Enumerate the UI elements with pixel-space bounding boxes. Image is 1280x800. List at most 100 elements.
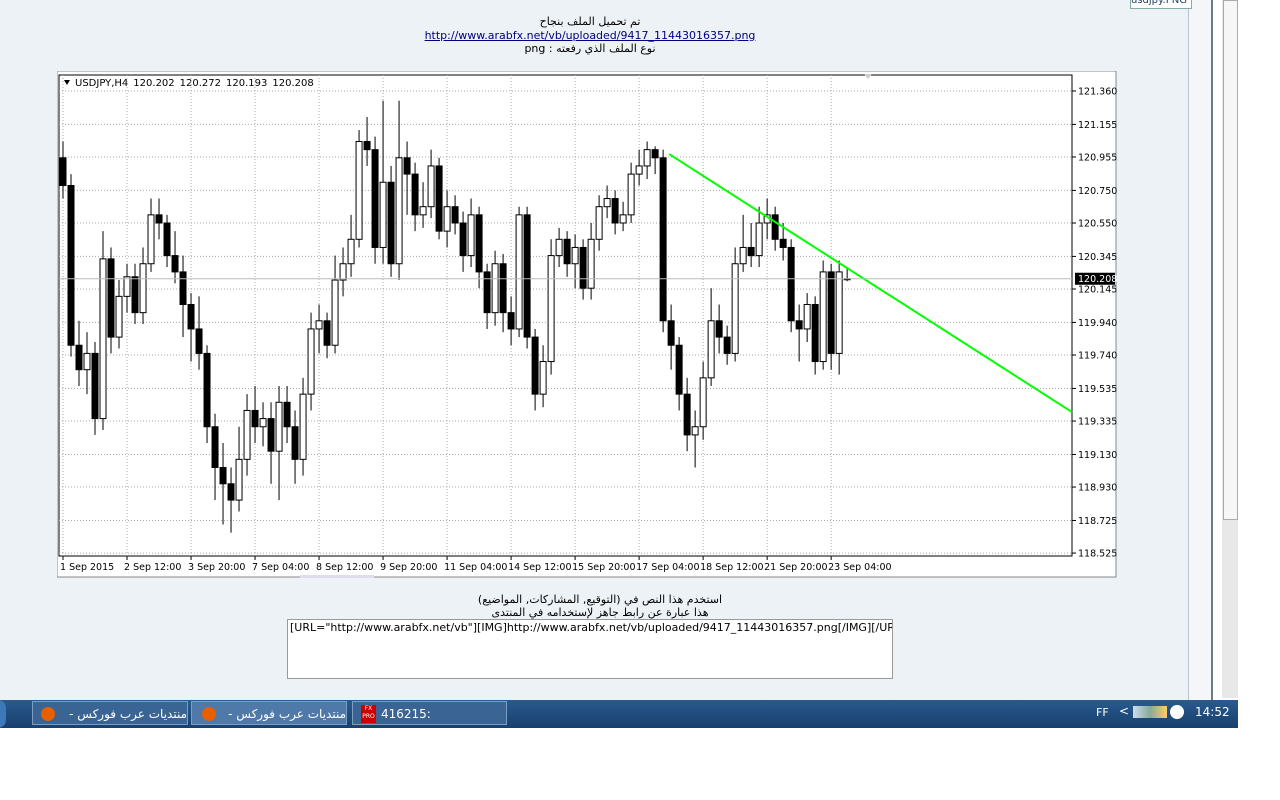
y-tick-label: 119.535 bbox=[1078, 384, 1117, 395]
candle-body bbox=[347, 238, 355, 265]
candle bbox=[507, 296, 515, 346]
candle-body bbox=[739, 246, 747, 265]
candle-body bbox=[587, 238, 595, 289]
tray-icons[interactable] bbox=[1133, 706, 1167, 718]
candle-body bbox=[315, 320, 323, 330]
x-tick-label: 8 Sep 12:00 bbox=[316, 562, 373, 573]
candle bbox=[595, 195, 603, 251]
candle bbox=[675, 337, 683, 411]
tray-expand[interactable]: < bbox=[1119, 704, 1130, 718]
candle bbox=[635, 149, 643, 186]
header-high: 120.272 bbox=[180, 78, 221, 89]
candle bbox=[619, 201, 627, 232]
y-tick-label: 121.155 bbox=[1078, 120, 1117, 131]
candle-body bbox=[795, 320, 803, 330]
candle-body bbox=[515, 214, 523, 330]
button-label: 416215: FxPro.com-... bbox=[381, 707, 460, 745]
side-panel bbox=[1188, 0, 1211, 700]
candle-body bbox=[571, 246, 579, 265]
candle bbox=[323, 312, 331, 359]
taskbar-button[interactable]: FX PRO 416215: FxPro.com-... bbox=[352, 701, 507, 745]
candle bbox=[755, 206, 763, 268]
header-open: 120.202 bbox=[133, 78, 174, 89]
y-tick-label: 119.740 bbox=[1078, 351, 1117, 362]
candle-body bbox=[835, 271, 843, 354]
candle bbox=[435, 157, 443, 240]
candle-body bbox=[235, 458, 243, 501]
candle bbox=[243, 394, 251, 476]
candle bbox=[459, 211, 467, 272]
plot-area bbox=[58, 74, 1073, 557]
candle bbox=[107, 247, 115, 354]
candle bbox=[315, 304, 323, 354]
price-tag-label: 120.208 bbox=[1078, 274, 1117, 285]
candle bbox=[307, 312, 315, 411]
candle bbox=[627, 162, 635, 223]
candle bbox=[515, 206, 523, 338]
candle-body bbox=[723, 336, 731, 354]
candle bbox=[203, 345, 211, 444]
taskbar-button[interactable]: منتديات عرب فوركس - ثبت... bbox=[32, 701, 188, 745]
candle-body bbox=[171, 255, 179, 273]
candle-body bbox=[267, 418, 275, 452]
candle-body bbox=[811, 303, 819, 363]
candle bbox=[235, 426, 243, 512]
candle bbox=[299, 377, 307, 476]
candle-body bbox=[211, 426, 219, 468]
candle-body bbox=[699, 377, 707, 428]
candle-body bbox=[507, 312, 515, 330]
candle bbox=[419, 182, 427, 228]
candle-body bbox=[715, 320, 723, 338]
start-button[interactable] bbox=[0, 700, 6, 728]
candle-body bbox=[555, 238, 563, 257]
candle bbox=[707, 288, 715, 386]
h-scroll bbox=[300, 575, 374, 578]
candle bbox=[563, 231, 571, 277]
candle-body bbox=[91, 352, 99, 420]
candle bbox=[227, 467, 235, 533]
x-tick-label: 17 Sep 04:00 bbox=[636, 562, 699, 573]
candle bbox=[59, 141, 67, 199]
y-tick-label: 119.335 bbox=[1078, 417, 1117, 428]
candle-body bbox=[355, 141, 363, 240]
language[interactable]: FF bbox=[1096, 706, 1109, 719]
candle-body bbox=[827, 271, 835, 354]
candle bbox=[219, 443, 227, 525]
candle-body bbox=[227, 483, 235, 501]
candle bbox=[187, 293, 195, 362]
shift-marker bbox=[864, 74, 872, 79]
bbcode-box[interactable]: [URL="http://www.arabfx.net/vb"][IMG]htt… bbox=[287, 619, 893, 679]
candle-body bbox=[531, 336, 539, 395]
frame-edge bbox=[1211, 0, 1213, 700]
candle bbox=[83, 332, 91, 395]
candle bbox=[163, 214, 171, 268]
candle-body bbox=[435, 165, 443, 232]
candle-body bbox=[187, 303, 195, 330]
y-tick-label: 119.130 bbox=[1078, 450, 1117, 461]
candle bbox=[67, 174, 75, 357]
candle-body bbox=[251, 409, 259, 428]
candle bbox=[579, 239, 587, 300]
taskbar-button[interactable]: منتديات عرب فوركس - مر... bbox=[191, 701, 347, 745]
file-link[interactable]: http://www.arabfx.net/vb/uploaded/9417_1… bbox=[424, 29, 756, 42]
candle-body bbox=[411, 173, 419, 216]
candle bbox=[371, 136, 379, 264]
candle-body bbox=[691, 426, 699, 436]
x-tick-label: 9 Sep 20:00 bbox=[380, 562, 437, 573]
candle bbox=[723, 325, 731, 365]
candle-body bbox=[259, 418, 267, 428]
candle-body bbox=[523, 214, 531, 338]
scrollbar[interactable] bbox=[1222, 0, 1238, 698]
candle bbox=[211, 413, 219, 501]
candle bbox=[179, 255, 187, 338]
candle bbox=[491, 250, 499, 326]
tray-icon[interactable] bbox=[1170, 705, 1184, 719]
candle bbox=[483, 263, 491, 329]
candle bbox=[787, 239, 795, 333]
candle-body bbox=[667, 320, 675, 346]
candle-body bbox=[499, 263, 507, 314]
candle bbox=[715, 304, 723, 354]
candle bbox=[451, 195, 459, 235]
scroll-thumb[interactable] bbox=[1223, 0, 1238, 520]
y-tick-label: 118.930 bbox=[1078, 483, 1117, 494]
